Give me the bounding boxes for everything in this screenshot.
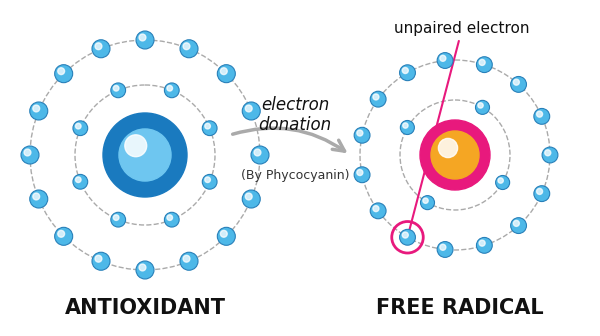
- Circle shape: [514, 79, 520, 85]
- Circle shape: [534, 186, 550, 202]
- Circle shape: [164, 212, 179, 227]
- Circle shape: [542, 147, 558, 163]
- Circle shape: [440, 244, 446, 250]
- Circle shape: [534, 109, 550, 124]
- Circle shape: [357, 130, 363, 136]
- Circle shape: [183, 43, 190, 50]
- Circle shape: [400, 65, 415, 81]
- Circle shape: [476, 57, 492, 73]
- Circle shape: [111, 212, 125, 227]
- Circle shape: [545, 150, 551, 156]
- Circle shape: [95, 43, 102, 50]
- Circle shape: [95, 255, 102, 262]
- Circle shape: [103, 113, 187, 197]
- Circle shape: [245, 193, 252, 200]
- Circle shape: [30, 190, 48, 208]
- Circle shape: [251, 146, 269, 164]
- Circle shape: [136, 261, 154, 279]
- Circle shape: [439, 138, 458, 158]
- Circle shape: [423, 198, 428, 203]
- Circle shape: [92, 40, 110, 58]
- Circle shape: [24, 149, 31, 156]
- Circle shape: [400, 121, 415, 134]
- Circle shape: [354, 167, 370, 183]
- Circle shape: [167, 215, 173, 220]
- Text: (By Phycocyanin): (By Phycocyanin): [241, 168, 349, 181]
- Circle shape: [402, 68, 408, 74]
- Circle shape: [536, 111, 542, 117]
- Circle shape: [373, 206, 379, 212]
- Circle shape: [479, 59, 485, 66]
- Circle shape: [167, 85, 173, 91]
- Circle shape: [420, 120, 490, 190]
- Circle shape: [217, 227, 235, 245]
- Circle shape: [30, 102, 48, 120]
- Circle shape: [478, 103, 483, 108]
- Circle shape: [139, 34, 146, 41]
- Circle shape: [113, 215, 119, 220]
- Circle shape: [136, 31, 154, 49]
- Circle shape: [202, 174, 217, 189]
- Circle shape: [440, 55, 446, 61]
- Circle shape: [496, 175, 509, 190]
- Circle shape: [498, 178, 503, 183]
- Circle shape: [475, 100, 490, 114]
- Circle shape: [164, 83, 179, 98]
- Circle shape: [125, 135, 146, 157]
- Circle shape: [370, 203, 386, 219]
- Circle shape: [55, 65, 73, 83]
- Circle shape: [33, 105, 40, 112]
- Circle shape: [180, 40, 198, 58]
- Circle shape: [92, 252, 110, 270]
- Circle shape: [58, 230, 65, 237]
- Circle shape: [403, 123, 408, 128]
- Circle shape: [73, 121, 88, 136]
- Circle shape: [476, 238, 492, 253]
- Circle shape: [511, 77, 526, 92]
- Circle shape: [217, 65, 235, 83]
- Circle shape: [111, 83, 125, 98]
- Circle shape: [205, 123, 211, 129]
- Circle shape: [514, 220, 520, 226]
- Circle shape: [242, 102, 260, 120]
- Circle shape: [254, 149, 261, 156]
- Circle shape: [354, 127, 370, 143]
- Circle shape: [373, 94, 379, 100]
- Circle shape: [370, 91, 386, 107]
- Circle shape: [76, 123, 81, 129]
- Circle shape: [202, 121, 217, 136]
- Circle shape: [183, 255, 190, 262]
- Circle shape: [33, 193, 40, 200]
- Circle shape: [139, 264, 146, 271]
- Circle shape: [180, 252, 198, 270]
- Circle shape: [242, 190, 260, 208]
- Circle shape: [536, 188, 542, 195]
- Circle shape: [245, 105, 252, 112]
- Circle shape: [220, 68, 227, 75]
- Text: electron
donation: electron donation: [259, 96, 332, 134]
- Circle shape: [421, 196, 434, 210]
- Circle shape: [220, 230, 227, 237]
- Circle shape: [21, 146, 39, 164]
- Circle shape: [437, 53, 453, 69]
- Circle shape: [402, 232, 408, 238]
- Circle shape: [205, 177, 211, 182]
- Text: unpaired electron: unpaired electron: [395, 20, 530, 235]
- Circle shape: [431, 131, 479, 179]
- Circle shape: [55, 227, 73, 245]
- Text: ANTIOXIDANT: ANTIOXIDANT: [65, 298, 226, 318]
- Circle shape: [73, 174, 88, 189]
- Text: FREE RADICAL: FREE RADICAL: [376, 298, 544, 318]
- Circle shape: [58, 68, 65, 75]
- Circle shape: [400, 229, 415, 245]
- Circle shape: [119, 129, 171, 181]
- Circle shape: [479, 240, 485, 246]
- Circle shape: [511, 218, 526, 234]
- Circle shape: [357, 170, 363, 175]
- Circle shape: [113, 85, 119, 91]
- Circle shape: [437, 242, 453, 257]
- Circle shape: [76, 177, 81, 182]
